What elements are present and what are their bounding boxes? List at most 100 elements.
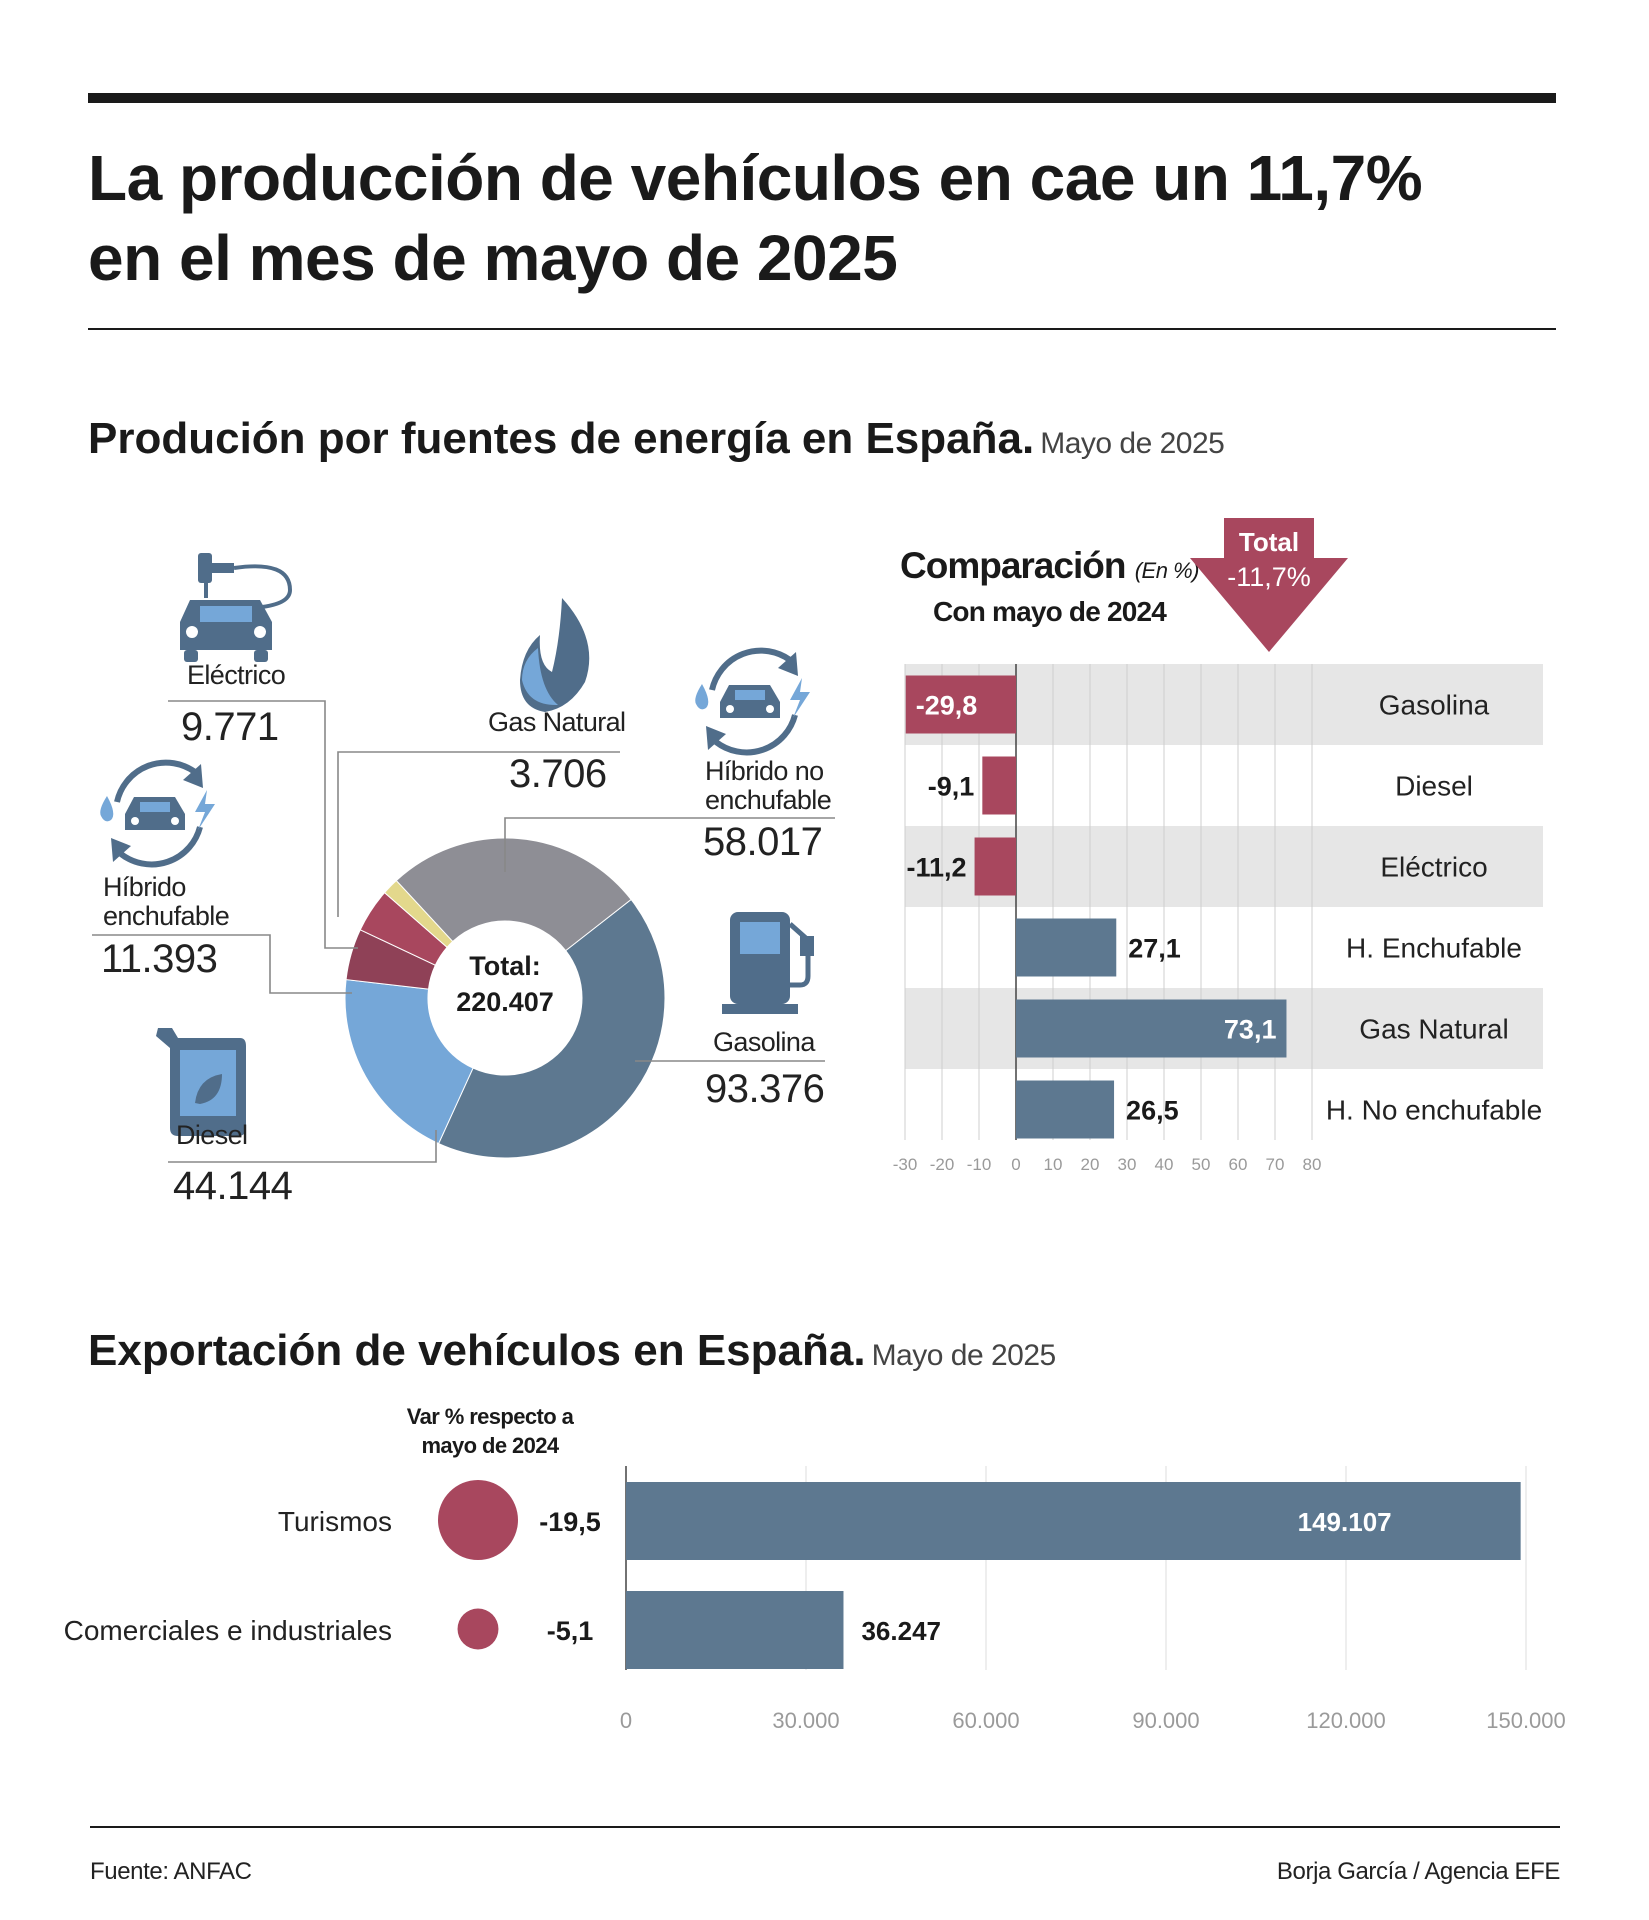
- exports-category-label-turismos: Turismos: [278, 1506, 392, 1537]
- label-hibrido-enchufable-line1: Híbrido: [103, 872, 186, 902]
- comparison-category-label-gas-natural: Gas Natural: [1359, 1014, 1508, 1045]
- donut-chart: Total: 220.407: [92, 553, 835, 1163]
- section1-title: Produción por fuentes de energía en Espa…: [88, 414, 1035, 463]
- var-header: Var % respecto a mayo de 2024: [380, 1402, 600, 1460]
- exports-variation-label-turismos: -19,5: [539, 1507, 601, 1537]
- donut-center-label: Total:: [469, 951, 540, 981]
- electric-car-icon: [180, 553, 293, 662]
- exports-category-label-comerciales-e-industriales: Comerciales e industriales: [64, 1615, 392, 1646]
- title-line-1: La producción de vehículos en cae un 11,…: [88, 142, 1423, 214]
- label-hibrido-enchufable-line2: enchufable: [103, 901, 230, 931]
- comparison-title-text: Comparación: [900, 545, 1126, 586]
- value-gasolina: 93.376: [705, 1067, 825, 1111]
- label-hibrido-no: Híbrido no enchufable: [705, 756, 832, 815]
- section1-heading: Produción por fuentes de energía en Espa…: [88, 414, 1225, 464]
- exports-value-label-comerciales-e-industriales: 36.247: [861, 1616, 941, 1646]
- comparison-tick-label: 30: [1118, 1155, 1137, 1174]
- page-title: La producción de vehículos en cae un 11,…: [88, 138, 1558, 298]
- section1-subtitle: Mayo de 2025: [1040, 427, 1225, 460]
- comparison-tick-label: -10: [967, 1155, 992, 1174]
- donut-center-value: 220.407: [456, 987, 554, 1017]
- hybrid-plug-icon: [100, 759, 215, 868]
- comparison-category-label-h-no-enchufable: H. No enchufable: [1326, 1095, 1542, 1126]
- donut-hole: [428, 921, 582, 1075]
- comparison-bar-gasolina: [905, 675, 1016, 734]
- leader-gas-natural: [337, 751, 620, 917]
- comparison-value-label-gas-natural: 73,1: [1224, 1015, 1277, 1045]
- exports-tick-label: 120.000: [1306, 1708, 1386, 1733]
- comparison-tick-label: 70: [1266, 1155, 1285, 1174]
- comparison-category-label-gasolina: Gasolina: [1379, 690, 1490, 721]
- label-gasolina: Gasolina: [713, 1027, 815, 1057]
- exports-variation-bubble-turismos: [438, 1480, 518, 1560]
- exports-tick-label: 150.000: [1486, 1708, 1566, 1733]
- label-diesel: Diesel: [176, 1120, 248, 1150]
- label-hibrido-no-line1: Híbrido no: [705, 756, 824, 786]
- comparison-tick-label: -30: [893, 1155, 918, 1174]
- label-hibrido-no-line2: enchufable: [705, 785, 832, 815]
- section2-title: Exportación de vehículos en España.: [88, 1326, 866, 1375]
- label-electrico: Eléctrico: [187, 660, 286, 690]
- section2-subtitle: Mayo de 2025: [871, 1339, 1057, 1372]
- value-hibrido-no: 58.017: [703, 820, 823, 864]
- hybrid-no-plug-icon: [695, 647, 810, 756]
- exports-value-label-turismos: 149.107: [1298, 1507, 1392, 1537]
- label-gas-natural: Gas Natural: [488, 707, 626, 737]
- comparison-category-label-diesel: Diesel: [1395, 771, 1473, 802]
- comparison-bar-chart: -29,8 Gasolina -9,1 Diesel -11,2 Eléctrico 27,…: [893, 664, 1543, 1174]
- value-electrico: 9.771: [181, 705, 279, 749]
- var-header-line1: Var % respecto a: [406, 1404, 574, 1429]
- exports-variation-label-comerciales-e-industriales: -5,1: [547, 1616, 594, 1646]
- comparison-tick-label: 40: [1155, 1155, 1174, 1174]
- comparison-category-label-electrico: Eléctrico: [1380, 852, 1487, 883]
- leader-hibrido-no: [504, 817, 835, 872]
- top-bar: [88, 93, 1556, 103]
- comparison-title: Comparación (En %): [900, 545, 1199, 587]
- total-arrow-shape: [1190, 518, 1348, 652]
- value-diesel: 44.144: [173, 1164, 293, 1208]
- total-arrow-label: Total: [1239, 527, 1299, 557]
- comparison-unit: (En %): [1134, 558, 1200, 583]
- footer-credit: Borja García / Agencia EFE: [1276, 1858, 1560, 1885]
- comparison-bar-diesel: [982, 756, 1016, 815]
- title-rule: [88, 328, 1556, 330]
- value-gas-natural: 3.706: [509, 752, 607, 796]
- footer-rule: [90, 1826, 1560, 1828]
- exports-bar-turismos: [626, 1482, 1521, 1560]
- exports-tick-labels: 0 30.000 60.000 90.000 120.000 150.000: [620, 1708, 1566, 1733]
- leader-diesel: [168, 1130, 437, 1163]
- comparison-tick-label: 10: [1044, 1155, 1063, 1174]
- leader-hibrido-enchufable: [92, 934, 352, 994]
- total-arrow: Total -11,7%: [1190, 518, 1348, 652]
- comparison-tick-label: -20: [930, 1155, 955, 1174]
- exports-variation-bubble-comerciales-e-industriales: [457, 1608, 499, 1650]
- value-hibrido-enchufable: 11.393: [101, 937, 218, 981]
- exports-bars: 149.107 Turismos -19,5 36.247 Comerciales e …: [64, 1480, 1521, 1669]
- exports-bar-chart: 149.107 Turismos -19,5 36.247 Comerciales e …: [64, 1466, 1566, 1733]
- comparison-tick-labels: -30 -20 -10 0 10 20 30 40 50 60 70 80: [893, 1155, 1322, 1174]
- comparison-tick-label: 80: [1303, 1155, 1322, 1174]
- comparison-bar-h-no-enchufable: [1016, 1080, 1115, 1139]
- comparison-tick-label: 60: [1229, 1155, 1248, 1174]
- footer-source: Fuente: ANFAC: [90, 1858, 252, 1885]
- var-header-line2: mayo de 2024: [421, 1433, 559, 1458]
- leader-electrico: [168, 700, 358, 949]
- exports-tick-label: 30.000: [772, 1708, 839, 1733]
- comparison-category-label-h-enchufable: H. Enchufable: [1346, 933, 1522, 964]
- comparison-tick-label: 20: [1081, 1155, 1100, 1174]
- comparison-value-label-gasolina: -29,8: [916, 691, 978, 721]
- exports-bar-comerciales-e-industriales: [626, 1591, 844, 1669]
- comparison-subtitle: Con mayo de 2024: [933, 596, 1167, 627]
- jerrycan-icon: [156, 1028, 246, 1136]
- comparison-value-label-diesel: -9,1: [928, 772, 975, 802]
- comparison-bar-electrico: [974, 837, 1016, 896]
- comparison-value-label-h-no-enchufable: 26,5: [1126, 1096, 1179, 1126]
- exports-tick-label: 90.000: [1132, 1708, 1199, 1733]
- donut-slices: [344, 837, 666, 1159]
- comparison-bar-h-enchufable: [1016, 918, 1117, 977]
- exports-tick-label: 60.000: [952, 1708, 1019, 1733]
- comparison-value-label-h-enchufable: 27,1: [1128, 934, 1181, 964]
- flame-icon: [520, 598, 590, 712]
- comparison-bars: -29,8 Gasolina -9,1 Diesel -11,2 Eléctrico 27,…: [905, 675, 1542, 1139]
- comparison-tick-label: 0: [1011, 1155, 1020, 1174]
